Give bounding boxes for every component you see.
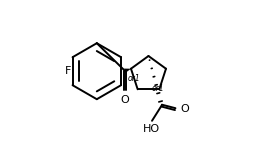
Polygon shape xyxy=(124,69,131,73)
Text: or1: or1 xyxy=(128,74,141,83)
Text: or1: or1 xyxy=(151,84,164,93)
Text: O: O xyxy=(181,104,190,114)
Text: HO: HO xyxy=(143,124,160,133)
Text: O: O xyxy=(120,95,129,105)
Text: F: F xyxy=(64,66,71,76)
